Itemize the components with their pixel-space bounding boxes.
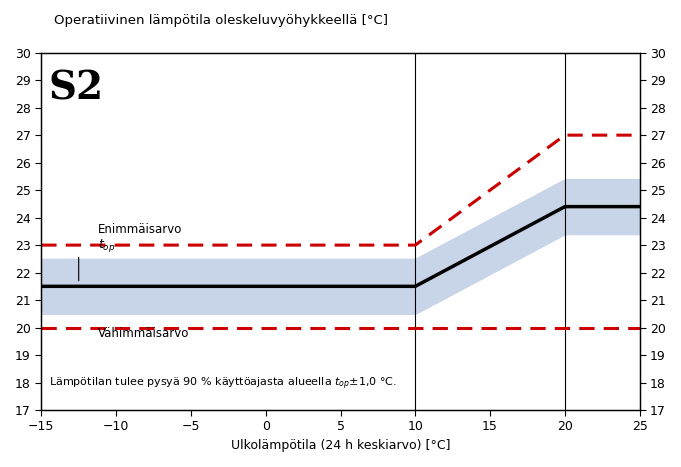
Text: Enimmäisarvo: Enimmäisarvo [98, 223, 183, 236]
Text: $t_{op}$: $t_{op}$ [98, 237, 116, 254]
Text: Operatiivinen lämpötila oleskeluvyöhykkeellä [°C]: Operatiivinen lämpötila oleskeluvyöhykke… [54, 14, 388, 27]
Text: Vähimmäisarvo: Vähimmäisarvo [98, 327, 189, 340]
Text: Lämpötilan tulee pysyä 90 % käyttöajasta alueella $t_{op}$$\pm$1,0 °C.: Lämpötilan tulee pysyä 90 % käyttöajasta… [49, 376, 397, 392]
Text: S2: S2 [49, 69, 104, 107]
X-axis label: Ulkolämpötila (24 h keskiarvo) [°C]: Ulkolämpötila (24 h keskiarvo) [°C] [231, 439, 450, 452]
